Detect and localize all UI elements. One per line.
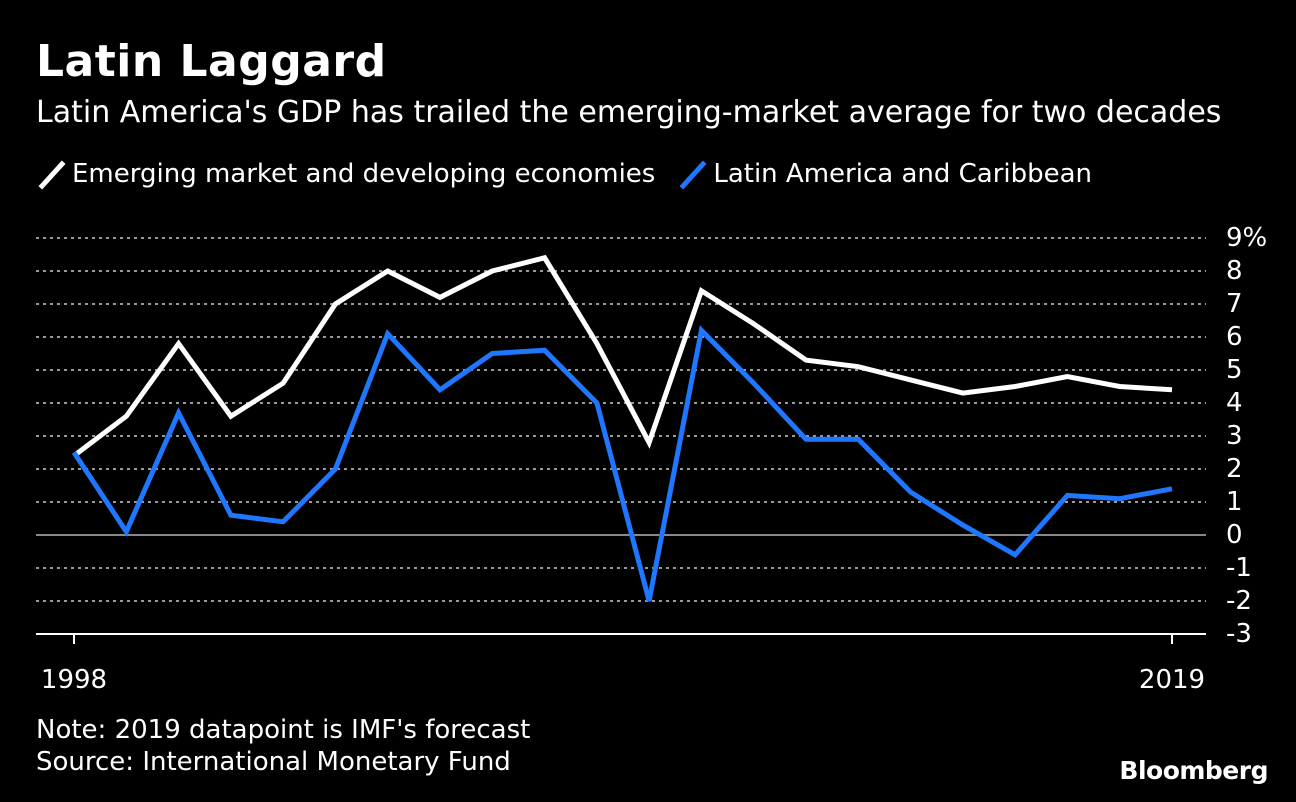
legend-item-emerging: Emerging market and developing economies xyxy=(36,157,655,191)
y-tick-label-4: 4 xyxy=(1226,388,1243,418)
chart-subtitle: Latin America's GDP has trailed the emer… xyxy=(36,95,1222,130)
legend: Emerging market and developing economies… xyxy=(36,154,1114,194)
legend-swatch-latam xyxy=(679,160,707,190)
x-tick-label-1998: 1998 xyxy=(41,665,107,695)
legend-swatch-emerging xyxy=(38,160,66,190)
y-tick-label-0: 0 xyxy=(1226,520,1243,550)
y-tick-label--2: -2 xyxy=(1226,586,1252,616)
y-tick-label-3: 3 xyxy=(1226,421,1243,451)
y-tick-label-6: 6 xyxy=(1226,322,1243,352)
y-tick-label--1: -1 xyxy=(1226,553,1252,583)
y-tick-label-8: 8 xyxy=(1226,256,1243,286)
y-tick-label-5: 5 xyxy=(1226,355,1243,385)
x-tick-label-2019: 2019 xyxy=(1139,665,1205,695)
legend-item-latam: Latin America and Caribbean xyxy=(677,157,1092,191)
y-tick-label-7: 7 xyxy=(1226,289,1243,319)
series-line-emerging xyxy=(72,254,1173,458)
bloomberg-logo: Bloomberg xyxy=(1119,756,1268,785)
legend-label-emerging: Emerging market and developing economies xyxy=(72,159,656,189)
legend-label-latam: Latin America and Caribbean xyxy=(713,159,1093,189)
y-tick-label-9: 9% xyxy=(1226,223,1267,253)
source-note: Source: International Monetary Fund xyxy=(36,747,511,777)
series-line-latam xyxy=(71,325,1173,602)
y-tick-label-1: 1 xyxy=(1226,487,1243,517)
y-tick-label-2: 2 xyxy=(1226,454,1243,484)
y-tick-label--3: -3 xyxy=(1226,619,1252,649)
footnote: Note: 2019 datapoint is IMF's forecast xyxy=(36,715,531,745)
chart-title: Latin Laggard xyxy=(36,36,387,87)
